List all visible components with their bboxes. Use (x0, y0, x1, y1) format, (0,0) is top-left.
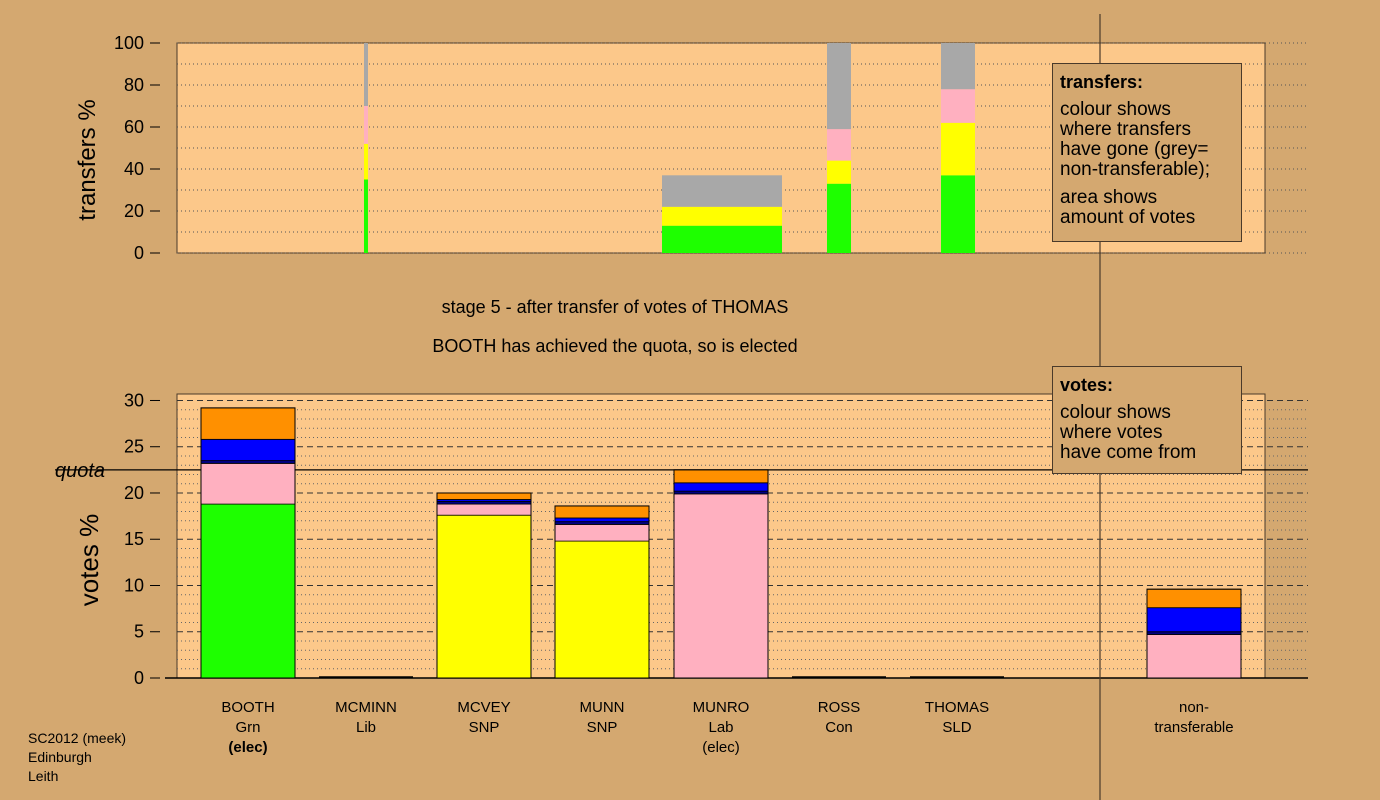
stage-caption: stage 5 - after transfer of votes of THO… (441, 297, 789, 317)
category-label-munro-0: MUNRO (693, 699, 750, 716)
transfer-segment-mcminn-pink (364, 106, 368, 144)
transfer-segment-munro-grey (662, 175, 782, 207)
vote-segment-booth-pink (200, 462, 296, 505)
vote-segment-mcvey-orange (436, 492, 532, 500)
votes-y-axis-label: votes % (74, 514, 104, 607)
vote-bar-munro-outline (673, 469, 769, 679)
vote-bar-booth-outline (200, 407, 296, 679)
transfer-segment-ross-green (827, 183, 851, 253)
votes-legend-text: colour shows where votes have come from (1060, 402, 1197, 463)
vote-segment-munro-pink (673, 493, 769, 679)
vote-bar-munn-outline (554, 505, 650, 679)
vote-segment-munn-orange (554, 505, 650, 519)
transfer-segment-ross-yellow (827, 160, 851, 184)
footer-info: SC2012 (meek) Edinburgh Leith (28, 729, 126, 786)
vote-segment-booth-blue (200, 438, 296, 462)
transfers-y-tick-label: 60 (124, 117, 144, 137)
vote-segment-munn-pink (554, 524, 650, 542)
transfers-y-tick-label: 40 (124, 159, 144, 179)
vote-segment-non-blue (1146, 607, 1242, 633)
votes-legend-title: votes: (1060, 375, 1114, 395)
transfer-segment-munro-yellow (662, 206, 782, 226)
transfer-segment-thomas-grey (941, 43, 975, 90)
transfers-y-tick-label: 0 (134, 243, 144, 263)
transfer-segment-thomas-yellow (941, 122, 975, 176)
transfer-segment-thomas-pink (941, 89, 975, 123)
vote-segment-mcvey-yellow (436, 514, 532, 679)
vote-segment-munn-blue (554, 517, 650, 523)
transfer-segment-munro-green (662, 225, 782, 253)
category-label-non-0: non- (1179, 699, 1209, 716)
transfers-legend-text: colour shows where transfers have gone (… (1060, 99, 1210, 180)
transfer-segment-mcminn-yellow (364, 143, 368, 180)
transfers-y-tick-label: 20 (124, 201, 144, 221)
transfer-segment-ross-grey (827, 43, 851, 130)
transfers-legend-title: transfers: (1060, 72, 1144, 92)
category-label-thomas-1: SLD (942, 719, 971, 736)
category-label-ross-0: ROSS (818, 699, 861, 716)
transfer-segment-thomas-green (941, 175, 975, 253)
votes-y-tick-label: 0 (134, 668, 144, 688)
vote-segment-munro-blue (673, 482, 769, 492)
transfers-y-tick-label: 100 (114, 33, 144, 53)
vote-segment-booth-navy (200, 460, 296, 464)
category-label-booth-0: BOOTH (221, 699, 274, 716)
transfer-segment-ross-pink (827, 129, 851, 161)
vote-bar-mcvey-outline (436, 492, 532, 679)
vote-segment-munn-navy (554, 521, 650, 525)
footer-ward: Leith (28, 768, 59, 784)
footer-city: Edinburgh (28, 749, 92, 765)
transfer-segment-mcminn-green (364, 179, 368, 253)
vote-segment-munro-navy (673, 490, 769, 495)
category-label-mcminn-0: MCMINN (335, 699, 397, 716)
category-label-munn-0: MUNN (580, 699, 625, 716)
footer-method: SC2012 (meek) (28, 730, 127, 746)
transfer-segment-mcminn-grey (364, 43, 368, 106)
vote-segment-munro-orange (673, 469, 769, 484)
category-label-thomas-0: THOMAS (925, 699, 989, 716)
category-label-munro-1: Lab (708, 719, 733, 736)
votes-y-tick-label: 30 (124, 390, 144, 410)
transfers-legend: transfers: colour shows where transfers … (1052, 63, 1242, 242)
category-label-munro-2: (elec) (702, 739, 740, 756)
votes-y-tick-label: 5 (134, 622, 144, 642)
transfers-y-tick-label: 80 (124, 75, 144, 95)
category-label-mcminn-1: Lib (356, 719, 376, 736)
transfers-y-axis-label: transfers % (74, 99, 101, 220)
vote-segment-booth-orange (200, 407, 296, 440)
vote-segment-munn-yellow (554, 540, 650, 679)
vote-segment-booth-green (200, 503, 296, 679)
status-caption: BOOTH has achieved the quota, so is elec… (432, 336, 798, 356)
category-label-ross-1: Con (825, 719, 853, 736)
category-label-mcvey-1: SNP (469, 719, 500, 736)
category-label-munn-1: SNP (587, 719, 618, 736)
category-label-non-1: transferable (1154, 719, 1233, 736)
votes-y-tick-label: 10 (124, 575, 144, 595)
vote-bar-non-outline (1146, 588, 1242, 679)
quota-label: quota (55, 460, 105, 482)
vote-segment-mcvey-pink (436, 503, 532, 516)
vote-segment-non-navy (1146, 631, 1242, 635)
category-label-booth-2: (elec) (228, 739, 267, 756)
votes-y-tick-label: 20 (124, 483, 144, 503)
votes-y-tick-label: 25 (124, 437, 144, 457)
vote-segment-non-pink (1146, 634, 1242, 679)
votes-y-tick-label: 15 (124, 529, 144, 549)
vote-segment-mcvey-navy (436, 500, 532, 505)
votes-legend: votes: colour shows where votes have com… (1052, 366, 1242, 474)
category-label-mcvey-0: MCVEY (457, 699, 510, 716)
vote-segment-non-orange (1146, 588, 1242, 609)
category-label-booth-1: Grn (235, 719, 260, 736)
transfers-legend-text-2: area shows amount of votes (1060, 187, 1196, 228)
